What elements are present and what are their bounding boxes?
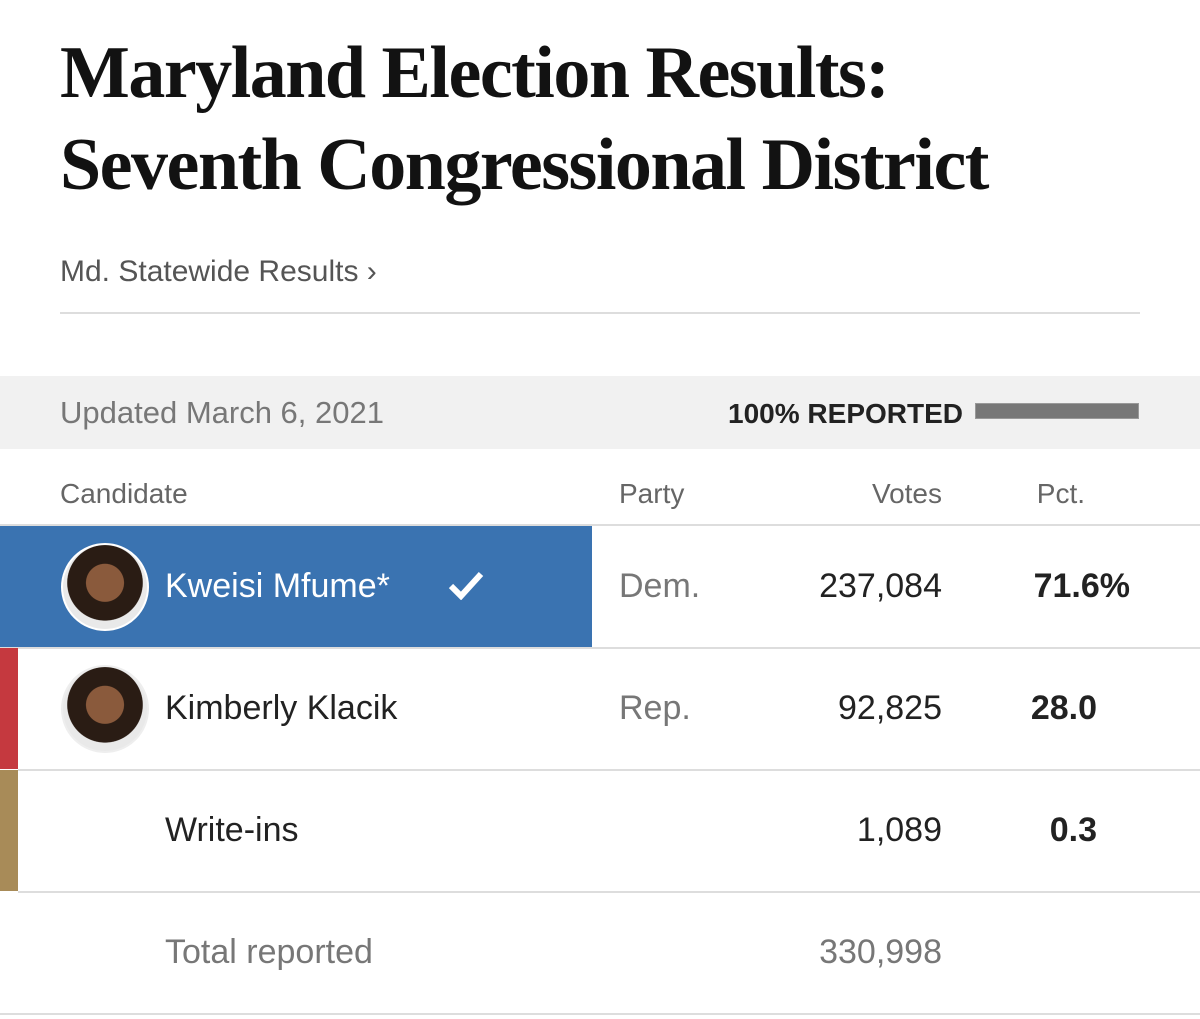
row-divider [0, 1013, 1200, 1015]
row-divider [0, 524, 1200, 526]
party-color-bar [0, 770, 18, 891]
column-header: Votes [871, 478, 942, 509]
party: Rep. [619, 689, 691, 727]
candidate-photo [61, 543, 149, 631]
pct: 71.6% [1033, 567, 1130, 605]
reported-text: 100% REPORTED [728, 398, 963, 429]
row-divider [18, 769, 1200, 771]
candidate-name: Write-ins [165, 811, 299, 849]
row-divider [0, 647, 1200, 649]
check-path [448, 571, 484, 600]
total-label: Total reported [165, 933, 373, 971]
total-votes: 330,998 [819, 933, 942, 971]
party-color-bar [0, 648, 18, 769]
pct: 0.3 [1049, 811, 1097, 849]
votes: 237,084 [819, 567, 942, 605]
column-header: Party [619, 478, 685, 509]
reported-bar [975, 403, 1139, 419]
statewide-link[interactable]: Md. Statewide Results › [60, 255, 377, 288]
candidate-name: Kweisi Mfume* [165, 567, 390, 605]
title-line: Seventh Congressional District [60, 124, 989, 206]
divider [60, 312, 1140, 314]
winner-check [448, 571, 484, 600]
pct: 28.0 [1030, 689, 1097, 727]
updated-text: Updated March 6, 2021 [60, 395, 384, 430]
column-header: Pct. [1036, 478, 1085, 509]
votes: 1,089 [856, 811, 942, 849]
row-divider [18, 891, 1200, 893]
title-line: Maryland Election Results: [60, 32, 890, 114]
candidate-name: Kimberly Klacik [165, 689, 398, 727]
candidate-photo [61, 665, 149, 753]
votes: 92,825 [838, 689, 942, 727]
party: Dem. [619, 567, 701, 605]
column-header: Candidate [60, 478, 188, 509]
